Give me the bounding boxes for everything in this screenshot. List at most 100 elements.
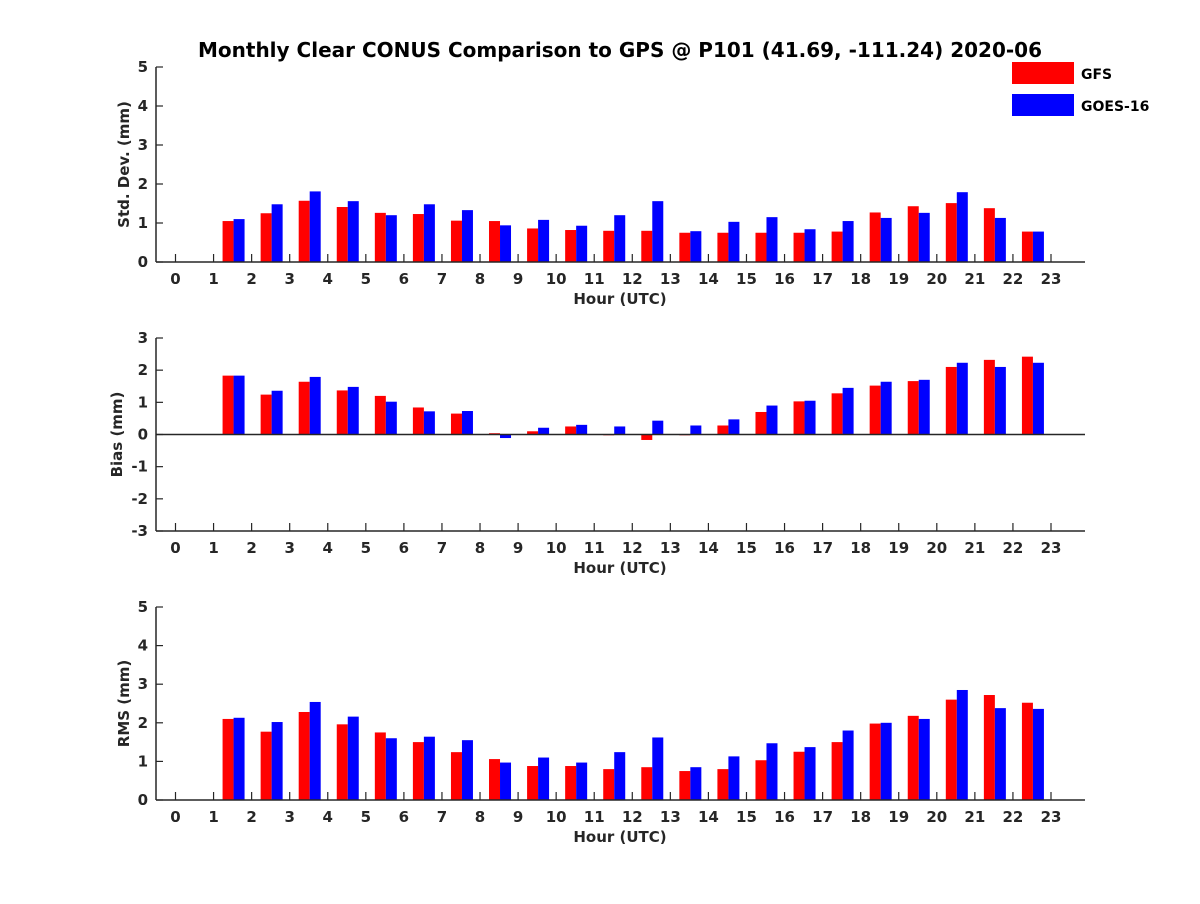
- bar-goes16-hour-18: [880, 722, 892, 800]
- x-tick-label: 18: [850, 270, 871, 288]
- x-tick-label: 14: [698, 539, 719, 557]
- y-tick-label: 2: [138, 175, 148, 193]
- y-tick-label: 1: [138, 214, 148, 232]
- x-tick-label: 3: [284, 270, 294, 288]
- x-tick-label: 10: [546, 808, 567, 826]
- y-tick-label: 1: [138, 393, 148, 411]
- x-tick-label: 7: [437, 808, 447, 826]
- bar-goes16-hour-10: [576, 424, 588, 435]
- x-tick-label: 3: [284, 808, 294, 826]
- y-tick-label: 5: [138, 58, 148, 76]
- x-tick-label: 23: [1041, 808, 1062, 826]
- bar-goes16-hour-2: [271, 204, 283, 262]
- y-tick-label: -1: [131, 458, 148, 476]
- bar-goes16-hour-1: [233, 375, 245, 435]
- x-tick-label: 5: [361, 539, 371, 557]
- bar-gfs-hour-3: [298, 381, 310, 435]
- x-tick-label: 9: [513, 270, 523, 288]
- bar-goes16-hour-20: [956, 689, 968, 800]
- bar-gfs-hour-8: [489, 759, 501, 800]
- x-tick-label: 12: [622, 270, 643, 288]
- y-tick-label: 3: [138, 329, 148, 347]
- bar-gfs-hour-10: [565, 766, 577, 800]
- legend-swatch-goes16: [1012, 94, 1074, 116]
- bar-goes16-hour-7: [461, 740, 473, 800]
- bar-gfs-hour-19: [907, 381, 919, 435]
- y-tick-label: 2: [138, 361, 148, 379]
- x-tick-label: 10: [546, 539, 567, 557]
- bar-gfs-hour-11: [603, 769, 615, 800]
- x-tick-label: 8: [475, 539, 485, 557]
- bar-goes16-hour-7: [461, 210, 473, 262]
- bar-goes16-hour-4: [347, 386, 359, 435]
- x-tick-label: 19: [888, 539, 909, 557]
- bar-goes16-hour-19: [918, 212, 930, 262]
- legend-label-gfs: GFS: [1081, 67, 1112, 83]
- x-tick-label: 14: [698, 270, 719, 288]
- bar-gfs-hour-13: [679, 771, 691, 800]
- x-tick-label: 19: [888, 808, 909, 826]
- legend-label-goes16: GOES-16: [1081, 99, 1149, 115]
- bar-gfs-hour-18: [869, 723, 881, 800]
- x-axis-label: Hour (UTC): [573, 828, 666, 846]
- x-tick-label: 18: [850, 808, 871, 826]
- bar-goes16-hour-2: [271, 722, 283, 800]
- bar-gfs-hour-22: [1021, 231, 1033, 262]
- x-tick-label: 0: [170, 270, 180, 288]
- x-tick-label: 13: [660, 539, 681, 557]
- bar-goes16-hour-15: [766, 405, 778, 435]
- x-tick-label: 6: [399, 270, 409, 288]
- bar-goes16-hour-22: [1032, 231, 1044, 262]
- x-tick-label: 23: [1041, 270, 1062, 288]
- bar-gfs-hour-7: [450, 752, 462, 800]
- bar-gfs-hour-17: [831, 393, 843, 435]
- bar-goes16-hour-22: [1032, 708, 1044, 800]
- bar-goes16-hour-16: [804, 229, 816, 262]
- y-tick-label: -3: [131, 522, 148, 540]
- x-tick-label: 22: [1002, 539, 1023, 557]
- bar-gfs-hour-9: [527, 228, 539, 262]
- y-axis-label: Bias (mm): [108, 392, 126, 478]
- bar-goes16-hour-21: [994, 708, 1006, 800]
- x-tick-label: 2: [246, 539, 256, 557]
- bar-goes16-hour-8: [500, 225, 512, 262]
- bar-gfs-hour-21: [983, 359, 995, 435]
- y-tick-label: 4: [138, 97, 148, 115]
- bar-goes16-hour-17: [842, 387, 854, 435]
- bar-gfs-hour-17: [831, 742, 843, 800]
- bar-goes16-hour-18: [880, 217, 892, 262]
- bar-gfs-hour-1: [222, 375, 234, 435]
- bar-goes16-hour-14: [728, 756, 740, 800]
- x-tick-label: 22: [1002, 808, 1023, 826]
- bar-goes16-hour-3: [309, 191, 321, 262]
- bar-gfs-hour-6: [412, 742, 424, 800]
- bar-goes16-hour-9: [538, 219, 550, 262]
- bar-goes16-hour-21: [994, 366, 1006, 435]
- bar-goes16-hour-2: [271, 390, 283, 435]
- legend: GFS GOES-16: [1012, 62, 1149, 116]
- x-tick-label: 11: [584, 539, 605, 557]
- x-tick-label: 1: [208, 539, 218, 557]
- x-tick-label: 17: [812, 539, 833, 557]
- bar-gfs-hour-13: [679, 232, 691, 262]
- bar-goes16-hour-12: [652, 420, 664, 435]
- x-tick-label: 7: [437, 270, 447, 288]
- bar-goes16-hour-5: [385, 215, 397, 262]
- y-tick-label: -2: [131, 490, 148, 508]
- bar-gfs-hour-1: [222, 718, 234, 800]
- x-tick-label: 1: [208, 270, 218, 288]
- y-tick-label: 5: [138, 598, 148, 616]
- x-tick-label: 20: [926, 270, 947, 288]
- y-tick-label: 4: [138, 637, 148, 655]
- bar-goes16-hour-10: [576, 225, 588, 262]
- chart-title: Monthly Clear CONUS Comparison to GPS @ …: [198, 38, 1042, 62]
- bar-gfs-hour-16: [793, 232, 805, 262]
- bar-gfs-hour-16: [793, 751, 805, 800]
- x-tick-label: 4: [323, 270, 333, 288]
- bar-gfs-hour-20: [945, 203, 957, 262]
- x-tick-label: 17: [812, 270, 833, 288]
- x-tick-label: 15: [736, 539, 757, 557]
- bar-gfs-hour-15: [755, 232, 767, 262]
- y-tick-label: 0: [138, 791, 148, 809]
